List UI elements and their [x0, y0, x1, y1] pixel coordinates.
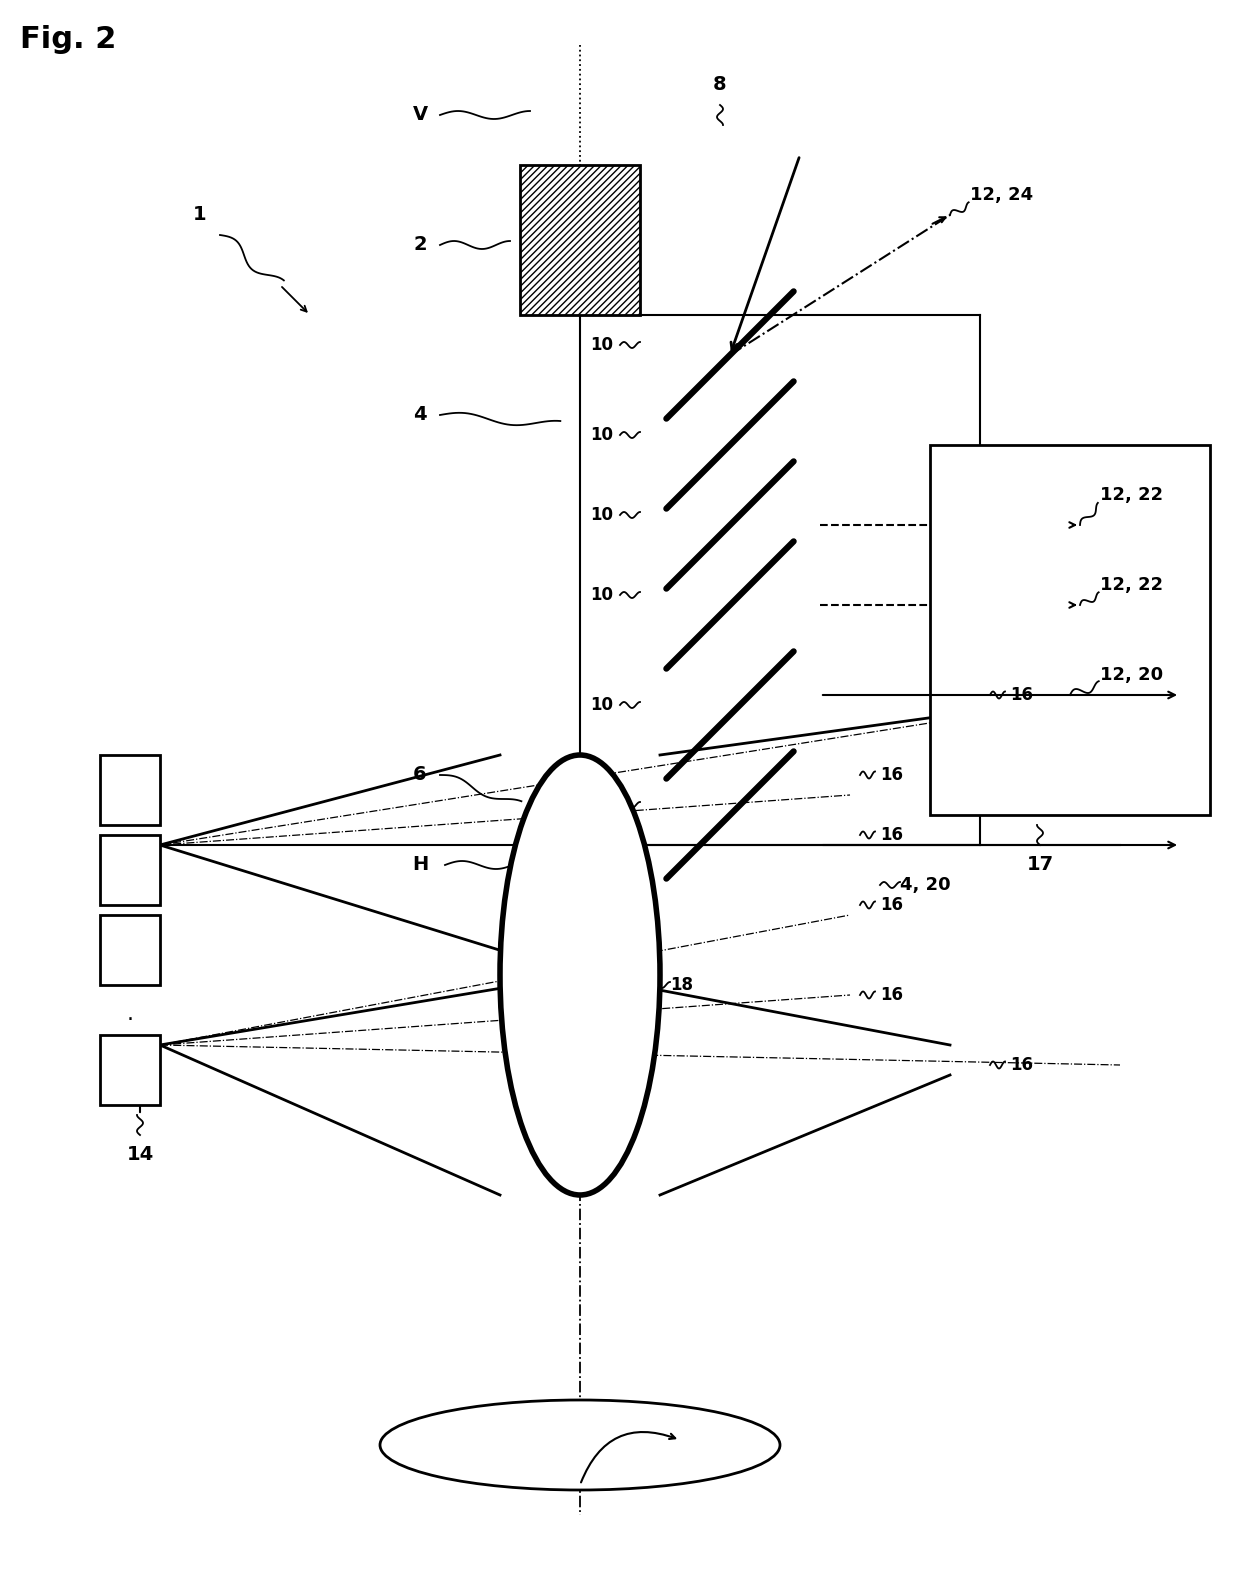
Text: 17: 17: [1027, 855, 1054, 874]
Text: 16: 16: [880, 766, 903, 785]
Text: 14: 14: [126, 1145, 154, 1164]
Bar: [100, 754, 160, 825]
Text: ·: ·: [126, 1030, 134, 1050]
Text: ·: ·: [126, 1050, 134, 1070]
Text: 10: 10: [590, 506, 613, 525]
Text: 16: 16: [880, 986, 903, 1003]
Bar: [100, 836, 160, 904]
Text: 16: 16: [880, 826, 903, 844]
Text: 10: 10: [590, 796, 613, 813]
Bar: [100, 1035, 160, 1105]
Bar: [520, 164, 640, 314]
Bar: [100, 916, 160, 986]
Text: Fig. 2: Fig. 2: [20, 26, 117, 54]
Text: 4: 4: [413, 405, 427, 424]
Bar: [520, 164, 640, 314]
Text: 10: 10: [590, 585, 613, 605]
Text: 12, 22: 12, 22: [1100, 576, 1163, 593]
Ellipse shape: [379, 1400, 780, 1490]
Text: 12, 22: 12, 22: [1100, 486, 1163, 504]
Text: 16: 16: [880, 896, 903, 914]
Text: 6: 6: [413, 766, 427, 785]
Text: V: V: [413, 105, 428, 124]
Text: 18: 18: [670, 976, 693, 994]
Text: H: H: [412, 855, 428, 874]
Text: 12, 20: 12, 20: [1100, 667, 1163, 684]
Text: 8: 8: [713, 75, 727, 94]
Text: ·: ·: [126, 1010, 134, 1030]
Bar: [930, 445, 1210, 815]
Text: 12, 24: 12, 24: [970, 187, 1033, 204]
Text: 10: 10: [590, 337, 613, 354]
Text: 4, 20: 4, 20: [900, 876, 951, 895]
Text: 16: 16: [1011, 686, 1033, 703]
Text: 10: 10: [590, 695, 613, 715]
Ellipse shape: [500, 754, 660, 1195]
Text: 10: 10: [590, 426, 613, 443]
Text: 2: 2: [413, 236, 427, 255]
Text: 16: 16: [1011, 1056, 1033, 1073]
Text: 1: 1: [193, 206, 207, 225]
